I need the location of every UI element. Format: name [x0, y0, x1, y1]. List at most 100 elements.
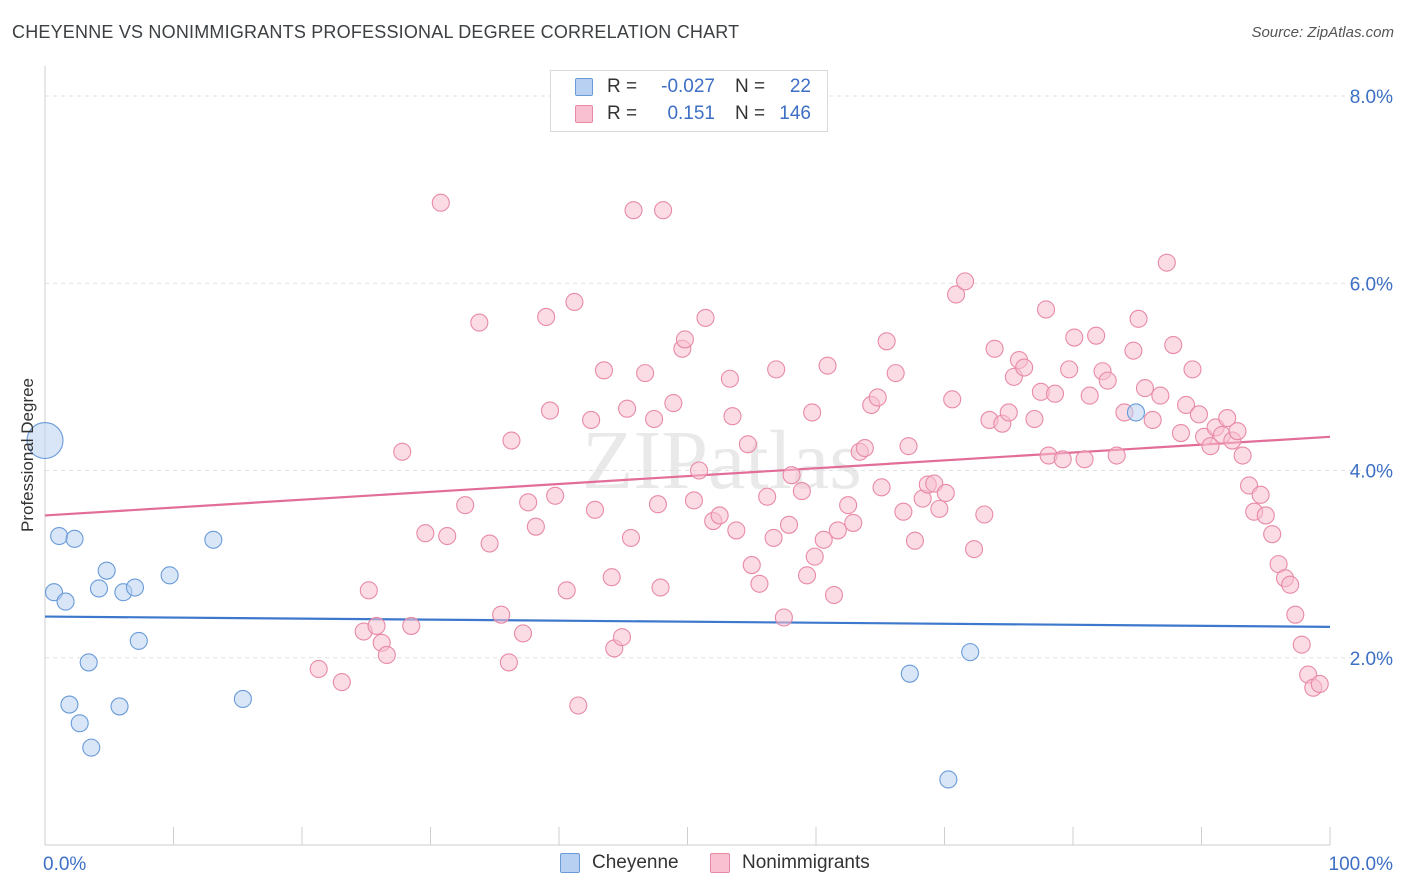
data-point-cheyenne — [26, 421, 64, 460]
data-point-nonimmigrants — [624, 201, 643, 220]
data-point-cheyenne — [70, 714, 89, 733]
data-point-nonimmigrants — [818, 356, 837, 375]
legend-label: Cheyenne — [592, 852, 679, 873]
data-point-nonimmigrants — [899, 437, 918, 456]
data-point-nonimmigrants — [1171, 423, 1190, 443]
y-tick-label: 8.0% — [1350, 87, 1393, 108]
data-point-nonimmigrants — [651, 578, 670, 597]
data-point-nonimmigrants — [1107, 446, 1126, 465]
grid-layer — [45, 95, 1392, 659]
data-point-nonimmigrants — [618, 399, 637, 418]
watermark: ZIPatlas — [582, 414, 862, 507]
data-point-nonimmigrants — [1183, 360, 1202, 379]
data-point-nonimmigrants — [1053, 450, 1072, 469]
data-point-nonimmigrants — [1015, 358, 1034, 377]
data-point-nonimmigrants — [1080, 386, 1099, 405]
data-point-nonimmigrants — [943, 390, 962, 409]
nonimmigrants-swatch — [575, 105, 593, 123]
data-point-nonimmigrants — [1151, 386, 1170, 405]
data-point-nonimmigrants — [696, 308, 715, 327]
data-point-nonimmigrants — [359, 581, 378, 600]
n-value: 146 — [779, 103, 811, 124]
data-point-nonimmigrants — [1087, 326, 1106, 345]
data-point-nonimmigrants — [886, 364, 905, 383]
data-point-nonimmigrants — [492, 605, 511, 624]
x-tick-label: 100.0% — [1329, 854, 1394, 875]
cheyenne-swatch — [575, 78, 593, 96]
data-point-nonimmigrants — [1218, 409, 1237, 428]
data-point-cheyenne — [1126, 403, 1146, 422]
data-point-nonimmigrants — [648, 495, 667, 514]
data-point-nonimmigrants — [1135, 379, 1155, 398]
data-point-nonimmigrants — [1025, 409, 1044, 429]
data-point-nonimmigrants — [1228, 422, 1247, 441]
data-point-nonimmigrants — [1292, 635, 1311, 654]
data-point-nonimmigrants — [1201, 437, 1220, 456]
y-axis-label: Professional Degree — [18, 377, 37, 533]
source-credit: Source: ZipAtlas.com — [1251, 24, 1394, 41]
data-point-nonimmigrants — [720, 369, 739, 388]
data-point-nonimmigrants — [402, 616, 421, 635]
data-point-nonimmigrants — [797, 566, 817, 585]
data-point-nonimmigrants — [758, 487, 777, 506]
data-point-nonimmigrants — [872, 478, 891, 497]
data-point-nonimmigrants — [779, 515, 799, 534]
nonimmigrants-swatch — [710, 853, 730, 873]
data-point-nonimmigrants — [947, 285, 966, 304]
r-value: -0.027 — [661, 76, 715, 97]
data-point-cheyenne — [89, 579, 109, 598]
data-point-nonimmigrants — [803, 403, 822, 422]
data-point-nonimmigrants — [839, 496, 858, 515]
series-legend: Cheyenne Nonimmigrants — [0, 852, 1406, 878]
data-point-nonimmigrants — [416, 524, 435, 543]
data-point-nonimmigrants — [710, 506, 729, 525]
data-point-nonimmigrants — [1098, 371, 1117, 390]
chart-title: CHEYENNE VS NONIMMIGRANTS PROFESSIONAL D… — [12, 22, 740, 42]
legend-item-cheyenne[interactable]: Cheyenne — [560, 852, 679, 874]
y-tick-label: 6.0% — [1350, 274, 1393, 295]
legend-item-nonimmigrants[interactable]: Nonimmigrants — [710, 852, 870, 874]
data-point-nonimmigrants — [645, 409, 664, 429]
data-point-nonimmigrants — [792, 482, 811, 501]
data-point-nonimmigrants — [936, 483, 955, 503]
data-point-nonimmigrants — [1164, 335, 1183, 355]
data-point-nonimmigrants — [1045, 384, 1065, 403]
data-point-nonimmigrants — [519, 493, 538, 512]
data-point-cheyenne — [939, 770, 958, 789]
data-point-nonimmigrants — [738, 435, 757, 454]
data-point-nonimmigrants — [1286, 605, 1305, 624]
data-point-nonimmigrants — [805, 547, 824, 566]
data-point-cheyenne — [97, 561, 116, 580]
data-point-nonimmigrants — [456, 496, 475, 515]
data-point-nonimmigrants — [684, 491, 703, 510]
data-point-nonimmigrants — [540, 401, 560, 420]
data-point-nonimmigrants — [1189, 405, 1208, 424]
data-point-nonimmigrants — [956, 272, 975, 291]
data-point-nonimmigrants — [582, 410, 601, 429]
data-point-nonimmigrants — [1310, 674, 1329, 694]
data-point-nonimmigrants — [727, 521, 746, 540]
legend-row-cheyenne: R = -0.027 N = 22 — [575, 74, 811, 100]
tick-label-layer: 2.0% 4.0% 6.0% 8.0% 0.0% 100.0% — [43, 87, 1393, 875]
data-point-nonimmigrants — [1075, 450, 1094, 469]
data-point-nonimmigrants — [1124, 341, 1143, 360]
data-point-nonimmigrants — [690, 461, 709, 480]
data-point-cheyenne — [60, 695, 79, 714]
data-point-nonimmigrants — [814, 530, 833, 549]
data-point-nonimmigrants — [585, 500, 605, 519]
data-point-cheyenne — [125, 578, 144, 597]
data-point-nonimmigrants — [1263, 525, 1282, 544]
data-point-nonimmigrants — [1036, 300, 1056, 319]
data-point-nonimmigrants — [1281, 575, 1300, 594]
data-point-cheyenne — [900, 664, 919, 683]
data-point-cheyenne — [160, 566, 179, 585]
data-point-nonimmigrants — [1065, 328, 1084, 347]
data-point-nonimmigrants — [557, 581, 576, 600]
data-point-nonimmigrants — [513, 624, 533, 643]
data-point-nonimmigrants — [569, 696, 588, 715]
data-point-cheyenne — [65, 529, 84, 548]
data-point-nonimmigrants — [499, 653, 518, 672]
data-point-nonimmigrants — [502, 431, 521, 450]
data-point-nonimmigrants — [565, 292, 584, 312]
